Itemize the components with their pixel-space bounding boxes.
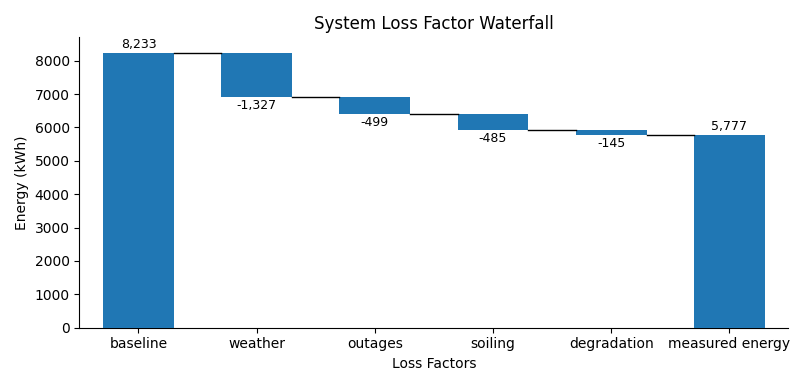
Bar [693, 135, 764, 328]
Y-axis label: Energy (kWh): Energy (kWh) [15, 135, 29, 230]
Text: 5,777: 5,777 [710, 120, 746, 133]
Text: -499: -499 [360, 116, 388, 129]
Bar [575, 130, 646, 135]
Bar [221, 53, 292, 97]
Text: -1,327: -1,327 [236, 99, 277, 112]
Title: System Loss Factor Waterfall: System Loss Factor Waterfall [314, 15, 553, 33]
Bar [103, 53, 174, 328]
Bar [339, 97, 410, 114]
Bar [457, 114, 528, 130]
X-axis label: Loss Factors: Loss Factors [391, 357, 475, 371]
Text: -485: -485 [478, 132, 507, 145]
Text: -145: -145 [596, 137, 624, 150]
Text: 8,233: 8,233 [121, 38, 156, 51]
